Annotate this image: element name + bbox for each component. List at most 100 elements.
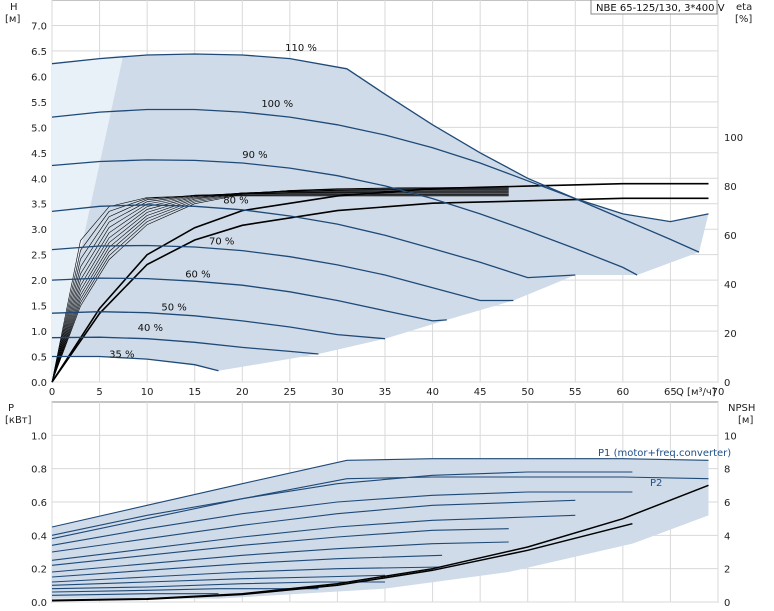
curve-label: 35 % [109, 350, 134, 361]
power-axes: 0.0 0.2 0.4 0.6 0.8 1.0 0 2 4 6 8 10 [31, 431, 737, 609]
eta-y-tick-label: 40 [724, 280, 737, 291]
head-y-tick-label: 2.0 [31, 276, 47, 287]
power-y-tick-label: 0.8 [31, 465, 47, 476]
power-y-unit: [кВт] [5, 415, 32, 426]
title-box [590, 0, 718, 15]
x-tick-label: 20 [236, 387, 249, 398]
power-y-tick-label: 1.0 [31, 431, 47, 442]
x-tick-label: 65 [664, 387, 677, 398]
npsh-curve [51, 522, 633, 602]
eta-curve-part [51, 187, 509, 383]
x-tick-label: 60 [616, 387, 629, 398]
legend-p2: P2 [650, 478, 662, 489]
power-curve [51, 581, 385, 590]
power-panel: 0.0 0.2 0.4 0.6 0.8 1.0 0 2 4 6 8 10 P [кВт] NPSH [… [5, 401, 755, 609]
head-curve [51, 53, 709, 223]
head-y-tick-label: 3.5 [31, 200, 47, 211]
x-tick-label: 50 [521, 387, 534, 398]
npsh-y-tick-label: 10 [724, 431, 737, 442]
power-area-fill [52, 458, 709, 599]
curve-label: 40 % [138, 323, 163, 334]
npsh-y-tick-label: 6 [724, 498, 730, 509]
head-y-tick-label: 6.5 [31, 47, 47, 58]
head-y-tick-label: 2.5 [31, 251, 47, 262]
x-tick-label: 15 [188, 387, 201, 398]
x-tick-label: 70 [712, 387, 725, 398]
head-curves: 110 % 100 % 90 % 80 % 70 % 60 % 50 % 40 % 35 % [51, 43, 709, 372]
eta-curve-part [51, 194, 509, 383]
head-y-tick-label: 3.0 [31, 225, 47, 236]
eta-y-tick-label: 60 [724, 231, 737, 242]
head-y-tick-label: 1.0 [31, 327, 47, 338]
eta-y-tick-label: 20 [724, 329, 737, 340]
eta-y-label: eta [736, 2, 752, 13]
curve-label: 100 % [261, 99, 293, 110]
power-curve [51, 458, 709, 528]
eta-curve [51, 182, 709, 383]
power-curve [51, 574, 386, 586]
eta-y-tick-label: 80 [724, 182, 737, 193]
eta-curve-part [51, 187, 509, 383]
head-y-label: H [10, 2, 18, 13]
eta-y-tick-label: 0 [724, 378, 730, 389]
head-y-tick-label: 5.5 [31, 98, 47, 109]
eta-y-tick-label: 100 [724, 133, 743, 144]
head-y-tick-label: 7.0 [31, 21, 47, 32]
power-curve [51, 566, 443, 583]
curve-label: 50 % [161, 303, 186, 314]
x-axis-label: Q [м³/ч] [676, 387, 716, 398]
power-y-tick-label: 0.4 [31, 531, 47, 542]
eta-curve-part [51, 188, 509, 383]
curve-label: 90 % [242, 150, 267, 161]
head-area-light [52, 55, 124, 383]
power-curve [51, 528, 509, 566]
head-y-tick-label: 4.0 [31, 174, 47, 185]
eta-curve-part [51, 195, 509, 383]
head-operating-area [52, 54, 709, 383]
x-tick-label: 10 [141, 387, 154, 398]
head-curve [51, 277, 447, 322]
x-tick-label: 45 [474, 387, 487, 398]
npsh-y-label: NPSH [728, 403, 755, 414]
npsh-y-tick-label: 8 [724, 465, 730, 476]
x-tick-label: 40 [426, 387, 439, 398]
npsh-y-tick-label: 2 [724, 565, 730, 576]
head-y-tick-label: 4.5 [31, 149, 47, 160]
x-tick-label: 0 [49, 387, 55, 398]
power-y-tick-label: 0.6 [31, 498, 47, 509]
power-curve [51, 491, 633, 546]
x-tick-label: 35 [379, 387, 392, 398]
npsh-y-tick-label: 0 [724, 598, 730, 609]
curve-label: 60 % [185, 270, 210, 281]
efficiency-curves [51, 182, 709, 383]
head-axes: 0 5 10 15 20 25 30 35 40 45 50 55 60 65 70 0.0 0.5 1.0 1.5… [31, 21, 743, 398]
npsh-y-unit: [м] [738, 415, 753, 426]
power-curve [51, 541, 509, 573]
head-y-tick-label: 6.0 [31, 72, 47, 83]
power-curve [51, 588, 319, 593]
curve-label: 80 % [223, 196, 248, 207]
power-operating-area [52, 458, 709, 599]
eta-curve [51, 197, 709, 383]
power-curves [51, 458, 709, 596]
power-curve [51, 476, 709, 540]
power-y-label: P [8, 403, 14, 414]
eta-y-unit: [%] [735, 14, 752, 25]
power-curve [51, 593, 219, 596]
power-curve [51, 514, 576, 561]
x-tick-label: 55 [569, 387, 582, 398]
npsh-curves [51, 484, 709, 602]
power-curve [51, 471, 633, 536]
power-y-tick-label: 0.0 [31, 598, 47, 609]
x-tick-label: 30 [331, 387, 344, 398]
head-y-tick-label: 0.5 [31, 353, 47, 364]
power-y-tick-label: 0.2 [31, 565, 47, 576]
head-curve [51, 336, 319, 355]
head-curve [51, 108, 700, 253]
x-tick-label: 25 [283, 387, 296, 398]
legend-p1: P1 (motor+freq.converter) [598, 448, 731, 459]
power-curve [51, 499, 576, 553]
npsh-y-tick-label: 4 [724, 531, 730, 542]
head-curve [51, 244, 514, 302]
head-panel: 110 % 100 % 90 % 80 % 70 % 60 % 50 % 40 % 35 % 0… [5, 0, 752, 398]
